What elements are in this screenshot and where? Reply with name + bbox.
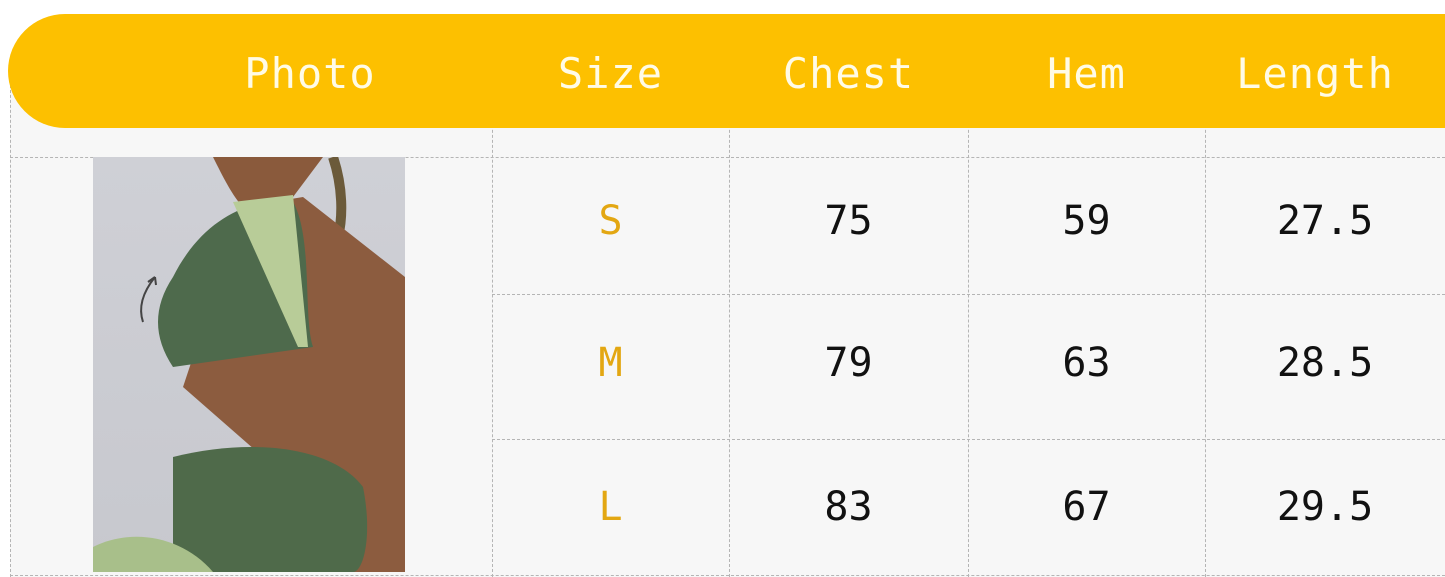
header-size: Size [557,49,664,98]
length-m: 28.5 [1276,340,1374,386]
divider [968,60,969,577]
divider [1205,60,1206,577]
length-l: 29.5 [1276,484,1374,530]
divider [10,157,1445,158]
header-photo: Photo [244,49,376,98]
hem-s: 59 [1062,198,1111,244]
size-l: L [598,484,623,530]
chest-s: 75 [824,198,873,244]
size-s: S [598,198,623,244]
divider [492,60,493,577]
length-s: 27.5 [1276,198,1374,244]
model-photo-icon [93,157,405,572]
table-header [8,14,1445,128]
header-length: Length [1236,49,1394,98]
header-hem: Hem [1047,49,1126,98]
product-photo [93,157,405,572]
chest-l: 83 [824,484,873,530]
divider [10,60,11,577]
hem-l: 67 [1062,484,1111,530]
divider [492,294,1445,295]
divider [10,575,1445,576]
size-m: M [598,340,623,386]
divider [492,439,1445,440]
divider [729,60,730,577]
header-chest: Chest [782,49,915,98]
hem-m: 63 [1062,340,1111,386]
chest-m: 79 [824,340,873,386]
